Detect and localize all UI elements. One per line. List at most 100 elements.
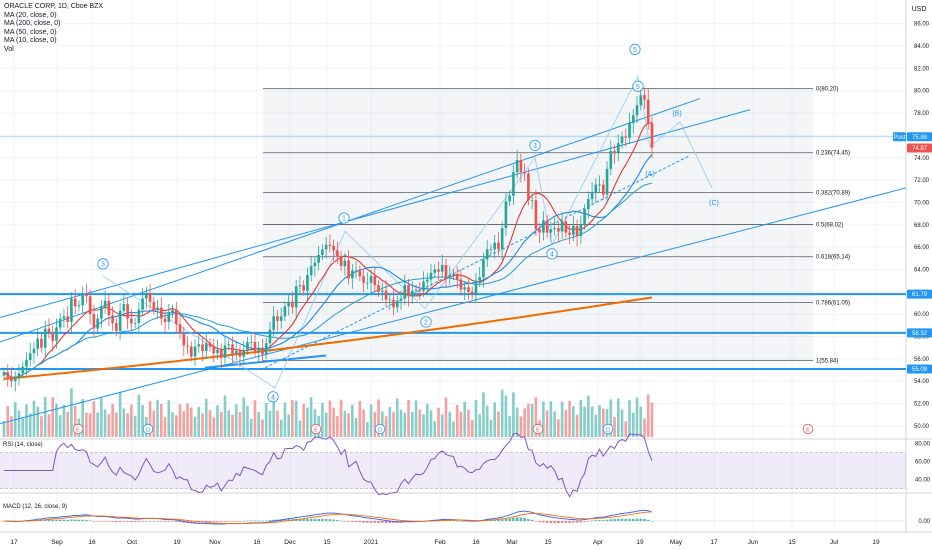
volume-bar [40,416,43,437]
macd-histogram-bar [347,521,350,522]
volume-bar [418,409,422,437]
macd-histogram-bar [257,520,261,522]
trend-lines[interactable] [0,74,907,425]
volume-bar [587,395,590,437]
trend-line [0,187,907,425]
volume-bar [249,419,253,437]
volume-bar [643,418,646,437]
volume-bar [261,419,264,437]
candle-body [463,287,467,290]
volume-bar [141,405,144,437]
candle-body [459,279,463,290]
macd-histogram-bar [321,518,324,521]
volume-bar [523,408,526,437]
price-tick: 60.00 [914,312,930,318]
volume-bar [549,401,553,437]
volume-bar [212,417,216,437]
volume-bar [130,404,133,437]
candle-body [152,301,156,310]
candle-body [437,269,440,272]
time-axis[interactable]: 17 Sep 16 Oct 19 Nov 16 Dec 15 2021 Feb 16 Mar 15 Apr 1… [10,539,880,546]
macd-histogram-bar [253,520,257,522]
candle-body [77,305,81,307]
macd-histogram-bar [373,521,377,523]
volume-bar [601,408,605,437]
volume-bar [351,404,354,437]
legend-ma20[interactable]: MA (20, close, 0) [4,11,57,19]
price-axis[interactable]: USD 86.0084.0082.0080.0078.0076.0074.007… [893,6,932,430]
volume-bar [32,400,36,437]
volume-bar [178,404,182,437]
volume-bar [231,414,234,437]
volume-bar [174,415,178,437]
time-tick: Oct [127,539,137,546]
time-tick: 19 [872,539,880,546]
candle-body [489,249,493,251]
macd-histogram-bar [560,521,564,523]
volume-bar [369,404,373,437]
wave-label: (B) [672,111,681,118]
legend-vol[interactable]: Vol [4,45,14,53]
candle-body [635,105,639,116]
volume-bar [504,395,508,437]
volume-bar [339,399,343,437]
time-tick: May [670,539,683,546]
volume-bar [343,411,347,437]
volume-bar [197,406,201,437]
macd-histogram-bar [160,521,163,522]
macd-histogram-bar [145,520,148,522]
volume-bar [373,412,377,437]
volume-bar [298,420,302,437]
candle-body [249,342,253,343]
volume-bar [186,403,189,437]
candle-body [208,343,212,347]
candle-body [553,228,556,230]
candle-body [598,184,601,186]
candle-body [287,301,290,307]
candle-body [261,347,264,355]
fib-level-label: 1(55.84) [816,359,838,365]
macd-histogram-bar [249,520,253,522]
price-tick: 72.00 [914,178,930,184]
volume-bar [223,395,227,437]
macd-tick: 0.00 [918,519,930,525]
legend-ma10[interactable]: MA (10, close, 0) [4,37,57,45]
volume-bar [216,405,219,437]
macd-histogram-bar [306,518,309,521]
volume-bar [613,416,616,437]
macd-histogram-bar [616,518,620,521]
volume-bar [403,412,407,437]
candle-body [197,344,201,347]
candle-body [264,343,268,355]
legend-ma50[interactable]: MA (50, close, 0) [4,28,57,36]
macd-histogram-bar [130,521,133,522]
candle-body [343,260,347,267]
macd-histogram-bar [351,521,354,522]
candle-body [111,315,114,324]
macd-histogram-bar [601,520,605,521]
volume-bar [515,407,519,437]
macd-histogram-bar [167,521,171,522]
candle-body [189,346,193,357]
event-marker [602,423,614,435]
price-badge [907,289,932,299]
candle-body [186,345,189,347]
price-badge-label: 75.88 [912,135,928,141]
candle-body [122,304,126,311]
elliott-wave-labels[interactable]: 3 4 1 2 3 4 5 5 (A) (B) (C) [97,43,719,403]
volume-bar [467,409,470,437]
candle-body [242,349,246,357]
volume-bar [381,411,384,437]
candle-body [568,232,571,235]
candle-body [425,279,429,282]
legend-symbol[interactable]: ORACLE CORP, 1D, Cboe BZX [4,3,104,10]
macd-histogram-bar [77,519,81,521]
volume-bar [36,406,40,437]
candle-body [433,269,437,273]
fib-level-label: 0.236(74.45) [816,151,850,157]
macd-histogram-bar [115,521,118,523]
legend-ma200[interactable]: MA (200, close, 0) [4,20,61,28]
event-marker-label: D [146,427,150,433]
